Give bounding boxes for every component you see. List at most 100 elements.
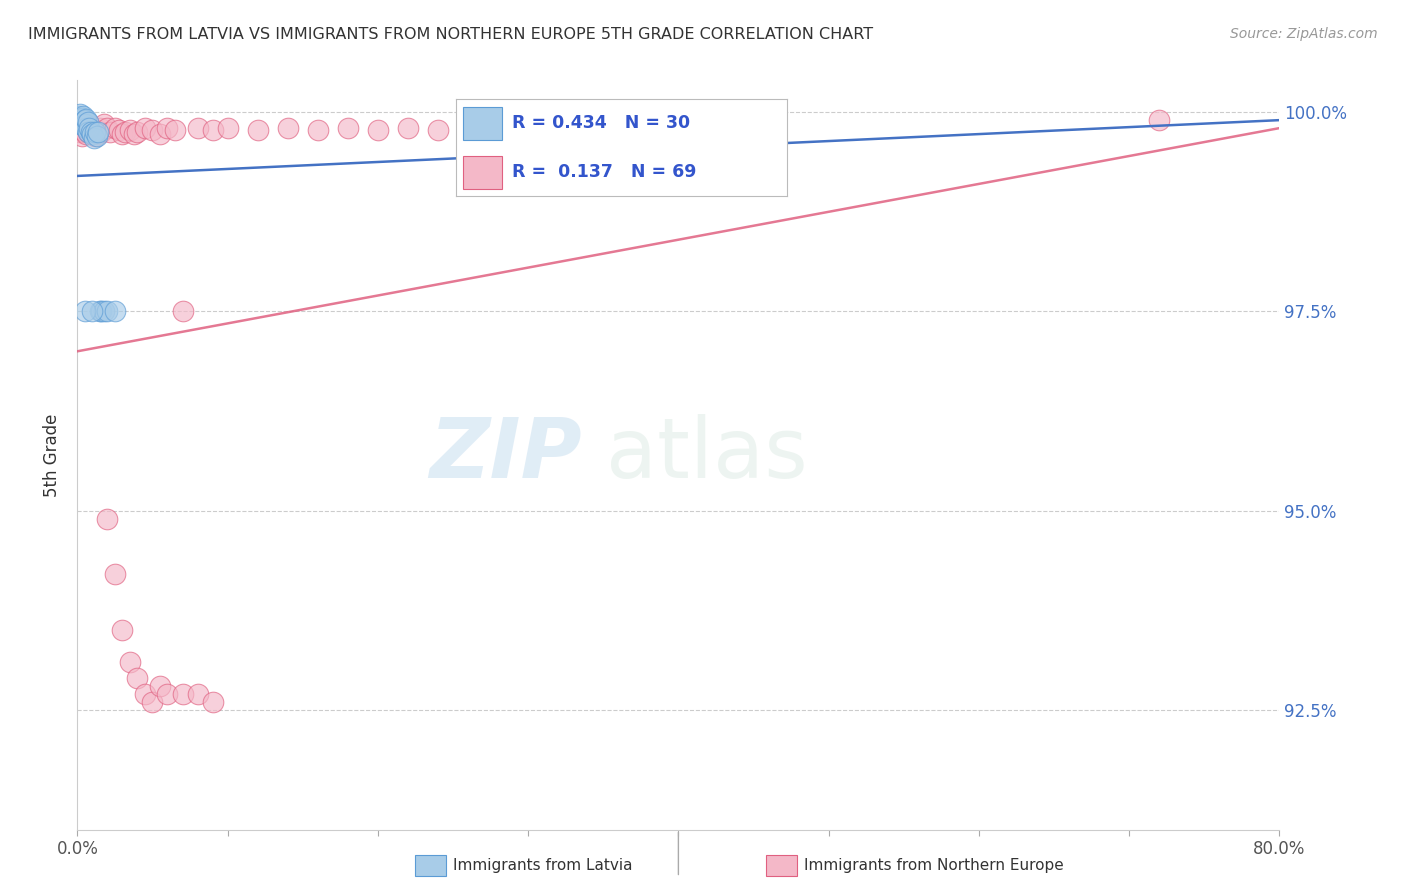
Point <box>87 128 110 142</box>
Point <box>79 121 101 136</box>
Point <box>118 655 141 669</box>
Point <box>76 125 98 139</box>
Text: Immigrants from Latvia: Immigrants from Latvia <box>453 858 633 872</box>
Point <box>83 130 105 145</box>
Point <box>75 112 97 126</box>
Point <box>96 304 118 318</box>
Point <box>89 121 111 136</box>
Point <box>69 112 91 126</box>
Point <box>73 304 96 318</box>
Point <box>118 122 141 136</box>
Point <box>72 112 94 126</box>
Point <box>93 304 115 318</box>
Point <box>73 125 96 139</box>
Point <box>76 121 98 136</box>
Point <box>163 122 186 136</box>
Point <box>83 125 105 139</box>
Point <box>217 121 239 136</box>
Point <box>172 687 194 701</box>
Point <box>80 122 103 136</box>
Point <box>86 129 108 144</box>
Text: Source: ZipAtlas.com: Source: ZipAtlas.com <box>1230 27 1378 41</box>
Point <box>396 121 419 136</box>
Point <box>186 687 209 701</box>
Point <box>156 687 179 701</box>
Point <box>70 129 93 144</box>
Point <box>89 304 111 318</box>
Point <box>70 111 93 125</box>
Point <box>134 121 156 136</box>
Point <box>75 128 97 142</box>
Point <box>75 121 97 136</box>
Point <box>90 304 112 318</box>
Point <box>75 114 97 128</box>
Point <box>96 121 118 136</box>
Point <box>141 695 163 709</box>
Point <box>93 117 115 131</box>
Point <box>67 113 90 128</box>
Point <box>127 125 149 139</box>
Point <box>73 113 96 128</box>
Point <box>72 114 94 128</box>
Point <box>79 117 101 131</box>
Point <box>457 121 479 136</box>
Point <box>70 114 93 128</box>
Point <box>86 122 108 136</box>
Point <box>172 304 194 318</box>
Point <box>592 121 614 136</box>
Point <box>72 122 94 136</box>
Point <box>82 128 104 142</box>
Point <box>141 122 163 136</box>
Point <box>156 121 179 136</box>
Point <box>69 125 91 139</box>
Point <box>73 120 96 134</box>
Point <box>149 679 172 693</box>
Point <box>82 304 104 318</box>
Point <box>367 122 389 136</box>
Point <box>76 114 98 128</box>
Point <box>96 511 118 525</box>
Text: ZIP: ZIP <box>430 415 582 495</box>
Point <box>108 122 131 136</box>
Point <box>149 128 172 142</box>
Point <box>124 128 146 142</box>
Point <box>100 125 122 139</box>
Point <box>336 121 359 136</box>
Point <box>246 122 269 136</box>
Point <box>201 695 224 709</box>
Point <box>69 112 91 126</box>
Point <box>67 117 90 131</box>
Point <box>90 125 112 139</box>
Point <box>307 122 329 136</box>
Y-axis label: 5th Grade: 5th Grade <box>44 413 62 497</box>
Point <box>201 122 224 136</box>
Point <box>111 624 134 638</box>
Point <box>127 671 149 685</box>
Point <box>87 125 110 139</box>
Point <box>134 687 156 701</box>
Point <box>72 117 94 131</box>
Point <box>547 122 569 136</box>
Point <box>277 121 299 136</box>
Point <box>637 121 659 136</box>
Point <box>67 121 90 136</box>
Point <box>186 121 209 136</box>
Point <box>84 125 107 139</box>
Point <box>1149 113 1171 128</box>
Point <box>67 109 90 123</box>
Point <box>73 117 96 131</box>
Point <box>114 125 136 139</box>
Point <box>69 114 91 128</box>
Point <box>70 113 93 128</box>
Point <box>111 128 134 142</box>
Point <box>70 117 93 131</box>
Point <box>76 125 98 139</box>
Text: Immigrants from Northern Europe: Immigrants from Northern Europe <box>804 858 1064 872</box>
Point <box>80 125 103 139</box>
Point <box>427 122 450 136</box>
Point <box>69 107 91 121</box>
Point <box>72 109 94 123</box>
Point <box>84 129 107 144</box>
Point <box>517 121 540 136</box>
Text: IMMIGRANTS FROM LATVIA VS IMMIGRANTS FROM NORTHERN EUROPE 5TH GRADE CORRELATION : IMMIGRANTS FROM LATVIA VS IMMIGRANTS FRO… <box>28 27 873 42</box>
